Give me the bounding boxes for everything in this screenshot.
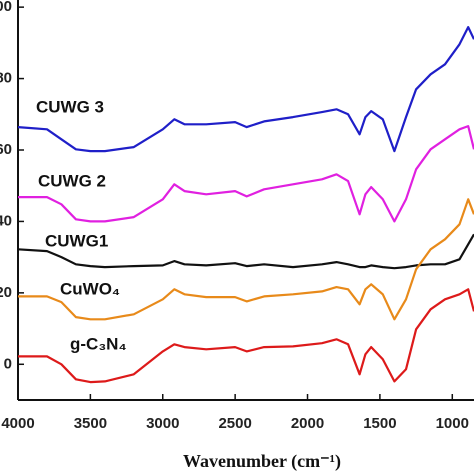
- y-tick-label: 40: [0, 212, 12, 229]
- x-axis-label: Wavenumber (cm⁻¹): [183, 451, 341, 472]
- y-tick-label: 80: [0, 70, 12, 87]
- y-tick-label: 60: [0, 141, 12, 158]
- spectrum-line: [18, 125, 474, 223]
- y-tick-label: 100: [0, 0, 12, 15]
- y-tick-label: 0: [4, 355, 12, 372]
- series-label: g-C₃N₄: [70, 334, 127, 353]
- x-tick-label: 4000: [1, 415, 34, 432]
- series-label: CuWO₄: [60, 279, 120, 298]
- spectrum-line: [17, 26, 474, 153]
- y-tick-label: 20: [0, 284, 12, 301]
- x-tick-label: 3500: [74, 415, 107, 432]
- x-tick-label: 1500: [363, 415, 396, 432]
- series-label: CUWG1: [45, 231, 108, 250]
- series-label: CUWG 3: [36, 97, 104, 116]
- series-label: CUWG 2: [38, 171, 106, 190]
- x-tick-label: 2500: [218, 415, 251, 432]
- x-tick-label: 2000: [291, 415, 324, 432]
- spectrum-line: [18, 288, 474, 384]
- x-tick-label: 3000: [146, 415, 179, 432]
- spectrum-line: [18, 198, 474, 321]
- x-tick-label: 1000: [436, 415, 469, 432]
